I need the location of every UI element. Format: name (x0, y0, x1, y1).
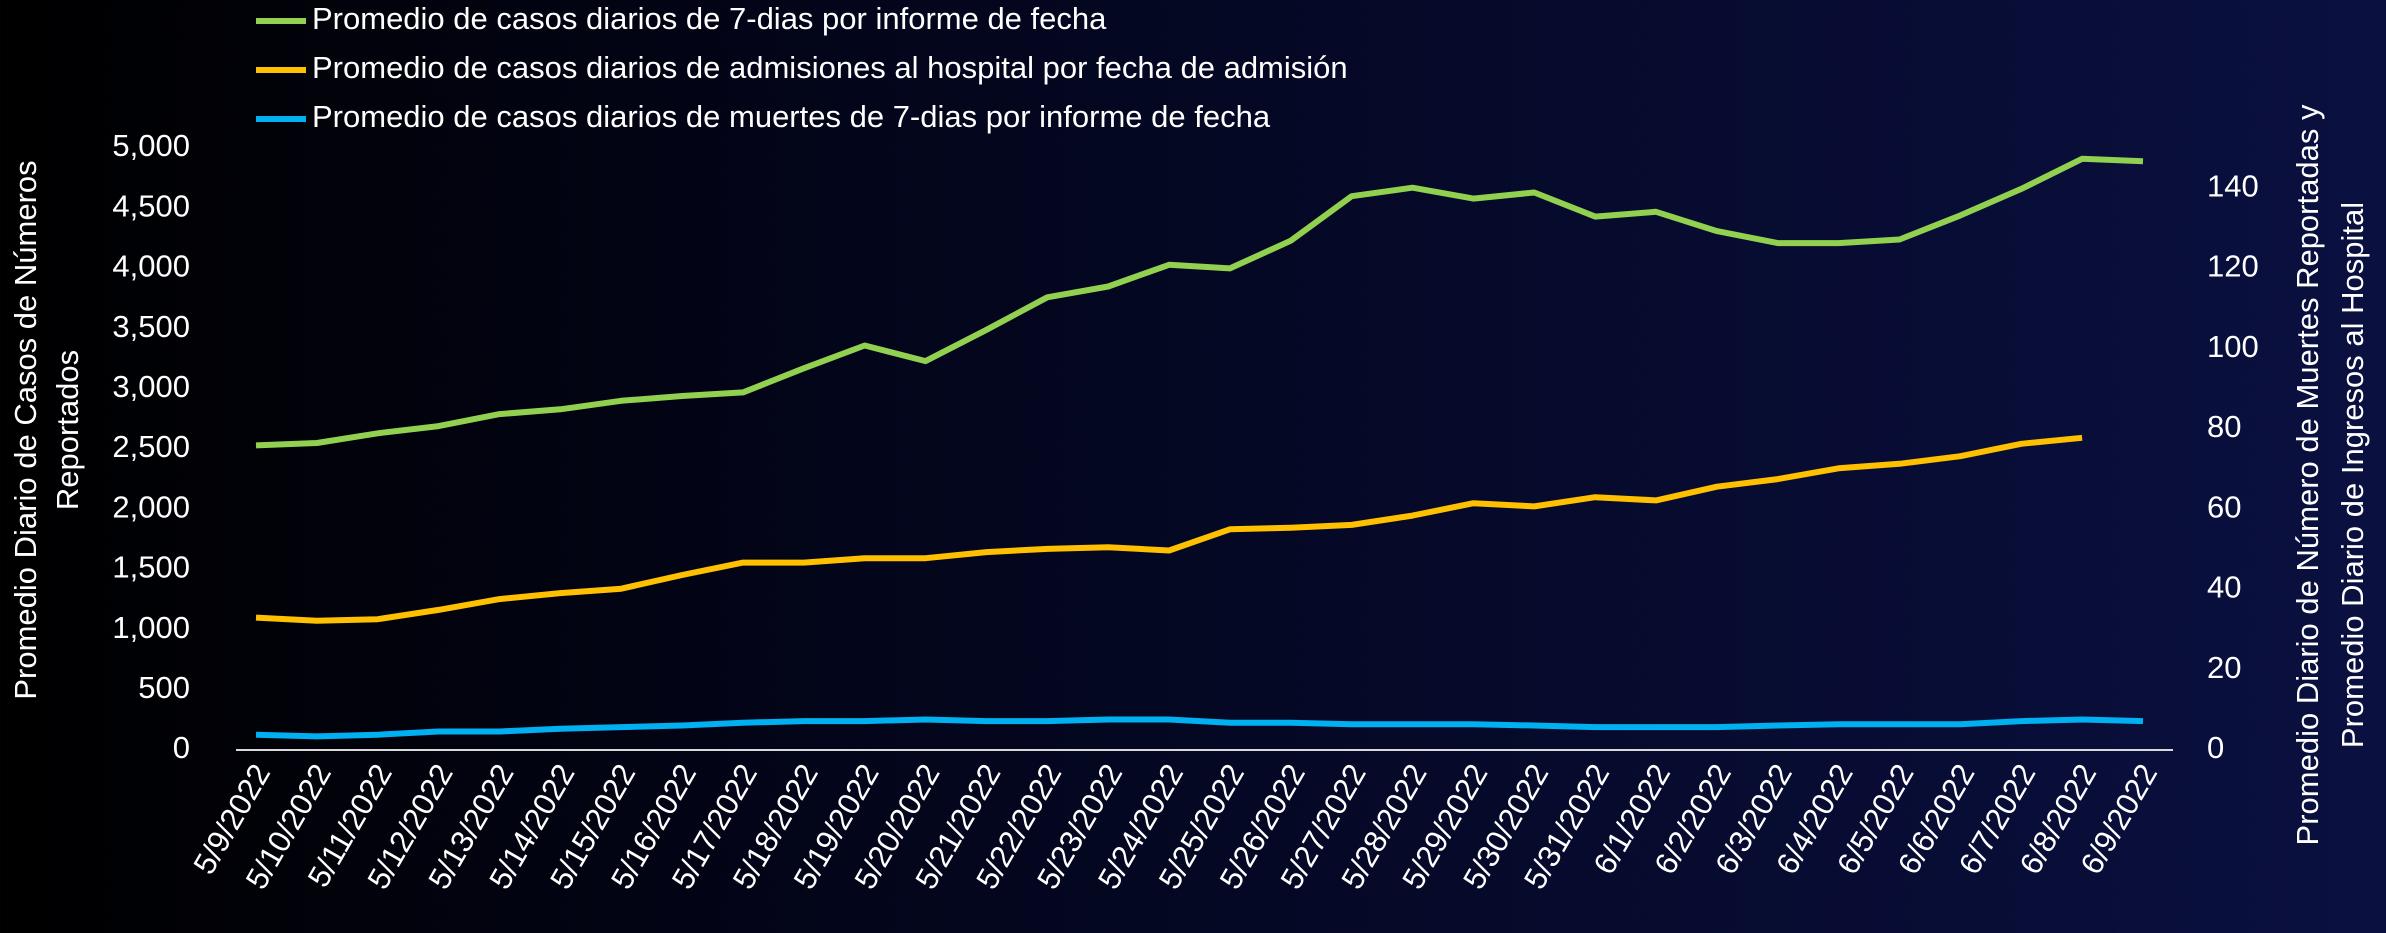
legend-label: Promedio de casos diarios de 7-dias por … (312, 1, 1107, 36)
y-tick-label: 500 (138, 670, 190, 705)
y2-tick-label: 140 (2207, 168, 2259, 203)
y-axis-title: Promedio Diario de Casos de Números (8, 160, 43, 699)
y-tick-label: 1,500 (112, 550, 190, 585)
y2-tick-label: 40 (2207, 570, 2241, 605)
y2-tick-label: 80 (2207, 409, 2241, 444)
y2-tick-label: 100 (2207, 329, 2259, 364)
line-series (255, 155, 2144, 449)
y-tick-label: 2,000 (112, 489, 190, 524)
y-tick-label: 5,000 (112, 128, 190, 163)
y2-axis-title: Promedio Diario de Número de Muertes Rep… (2290, 104, 2325, 845)
y2-tick-label: 0 (2207, 730, 2224, 765)
y2-tick-label: 60 (2207, 489, 2241, 524)
y-tick-label: 1,000 (112, 610, 190, 645)
line-series (255, 716, 2144, 740)
y-axis-title: Reportados (50, 350, 85, 510)
y-tick-label: 3,500 (112, 309, 190, 344)
legend-label: Promedio de casos diarios de muertes de … (312, 99, 1271, 134)
y-tick-label: 2,500 (112, 429, 190, 464)
y2-axis-title: Promedio Diario de Ingresos al Hospital (2335, 202, 2370, 748)
y2-tick-label: 120 (2207, 249, 2259, 284)
y-tick-label: 4,000 (112, 249, 190, 284)
y2-tick-label: 20 (2207, 650, 2241, 685)
line-series (255, 434, 2083, 624)
y-tick-label: 3,000 (112, 369, 190, 404)
y-tick-label: 4,500 (112, 188, 190, 223)
legend-label: Promedio de casos diarios de admisiones … (312, 50, 1348, 85)
y-tick-label: 0 (173, 730, 190, 765)
